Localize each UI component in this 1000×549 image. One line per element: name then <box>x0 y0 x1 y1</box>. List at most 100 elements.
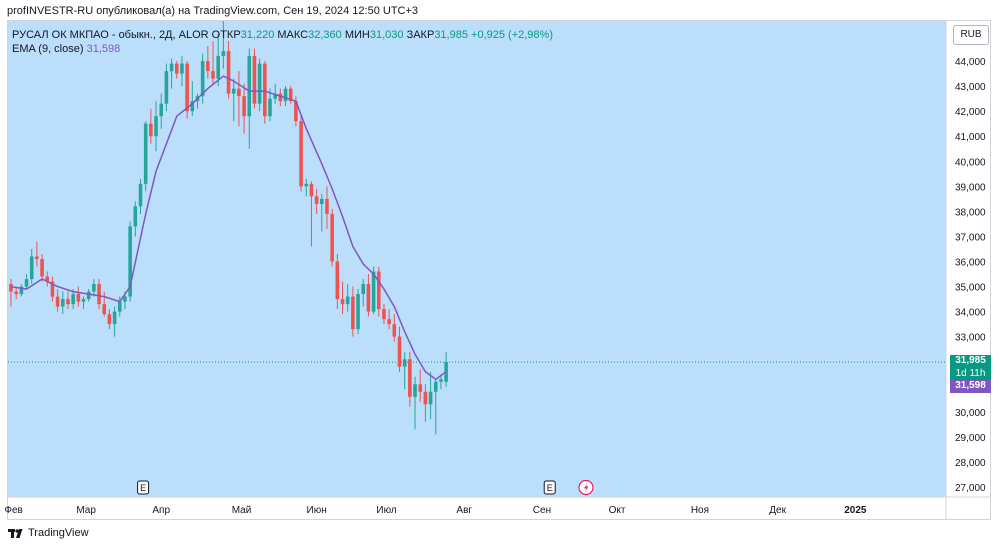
high-label: МАКС <box>277 29 309 41</box>
candle-body <box>92 284 96 292</box>
x-tick-label: Июн <box>307 505 327 516</box>
candle-body <box>76 294 81 302</box>
candle-body <box>143 123 148 184</box>
ema-price-tag: 31,598 <box>950 380 991 393</box>
candle-body <box>361 284 366 295</box>
candle-body <box>138 183 143 207</box>
y-tick-label: 40,000 <box>955 157 986 168</box>
y-tick-label: 41,000 <box>955 132 986 143</box>
candle-body <box>382 309 386 320</box>
x-tick-label: Май <box>232 505 252 516</box>
candle-body <box>154 116 158 137</box>
open-label: ОТКР <box>211 29 241 41</box>
x-tick-label: Авг <box>456 505 472 516</box>
bar-countdown: 1d 11h <box>950 368 991 380</box>
candle-body <box>185 63 189 112</box>
candle-body <box>149 123 153 137</box>
candle-body <box>174 63 179 74</box>
change-value: +0,925 (+2,98%) <box>471 29 553 41</box>
candle-body <box>252 56 257 104</box>
candle-body <box>268 98 272 117</box>
candle-body <box>206 61 210 72</box>
candle-body <box>345 296 350 305</box>
footer: TradingView <box>8 527 89 539</box>
candle-body <box>320 198 324 204</box>
candle-body <box>190 101 195 112</box>
candle-body <box>200 61 205 97</box>
candle-body <box>418 384 423 392</box>
candle-body <box>387 319 391 325</box>
candle-body <box>102 304 107 315</box>
candle-body <box>309 183 314 197</box>
y-tick-label: 44,000 <box>955 57 986 68</box>
candle-body <box>180 63 184 74</box>
candle-body <box>55 296 60 307</box>
y-tick-label: 30,000 <box>955 408 986 419</box>
candle-body <box>423 391 428 405</box>
candle-body <box>226 51 231 94</box>
x-tick-label: Ноя <box>691 505 709 516</box>
candle-body <box>376 271 381 310</box>
low-value: 31,030 <box>369 29 404 41</box>
candle-body <box>211 71 215 79</box>
candle-body <box>216 56 220 79</box>
candle-body <box>314 196 319 204</box>
lightning-icon <box>583 482 589 493</box>
y-tick-label: 36,000 <box>955 258 986 269</box>
candle-body <box>397 336 402 367</box>
candle-body <box>433 381 438 392</box>
plot-background <box>8 21 946 497</box>
candle-body <box>123 296 127 302</box>
publish-info: profINVESTR-RU опубликовал(а) на Trading… <box>7 5 419 17</box>
y-tick-label: 29,000 <box>955 433 986 444</box>
candle-body <box>107 314 112 325</box>
candle-body <box>247 56 252 117</box>
candle-body <box>356 294 360 330</box>
candle-body <box>231 88 236 94</box>
candle-body <box>351 296 355 330</box>
candle-body <box>304 183 309 187</box>
y-tick-label: 34,000 <box>955 308 986 319</box>
x-tick-label: Июл <box>376 505 396 516</box>
candle-body <box>45 276 50 282</box>
chart-frame[interactable] <box>7 20 991 520</box>
candle-body <box>117 301 122 312</box>
low-label: МИН <box>344 29 370 41</box>
candle-body <box>278 93 283 102</box>
symbol-name[interactable]: РУСАЛ ОК МКПАО - обыкн., 2Д, ALOR <box>12 29 209 41</box>
candle-body <box>86 291 91 300</box>
y-tick-label: 39,000 <box>955 182 986 193</box>
candle-body <box>439 379 443 382</box>
currency-button[interactable]: RUB <box>953 25 989 45</box>
chart-legend: РУСАЛ ОК МКПАО - обыкн., 2Д, ALOR ОТКР 31… <box>12 28 553 56</box>
ema-line <box>10 75 447 381</box>
last-price-tag: 31,985 <box>950 355 991 368</box>
footer-brand: TradingView <box>28 527 89 539</box>
candle-body <box>392 324 397 337</box>
earnings-marker-icon <box>137 480 150 495</box>
candle-body <box>325 198 329 214</box>
candle-body <box>330 213 334 262</box>
candle-body <box>9 284 13 292</box>
ema-label[interactable]: EMA (9, close) <box>12 43 84 55</box>
candle-body <box>371 271 376 312</box>
candle-body <box>366 284 371 312</box>
tradingview-logo-icon <box>8 529 23 538</box>
earnings-marker-icon <box>543 480 556 495</box>
candle-body <box>294 101 298 122</box>
candle-body <box>263 63 267 117</box>
candle-body <box>81 299 86 302</box>
candle-body <box>24 279 29 287</box>
candle-body <box>288 88 293 102</box>
x-tick-label: Дек <box>769 505 786 516</box>
candle-body <box>61 299 65 307</box>
candle-body <box>273 93 277 99</box>
y-tick-label: 35,000 <box>955 283 986 294</box>
candle-body <box>283 88 288 102</box>
candle-body <box>257 63 262 104</box>
candle-body <box>402 359 407 367</box>
candle-body <box>237 88 241 97</box>
y-tick-label: 27,000 <box>955 483 986 494</box>
candle-body <box>40 259 44 277</box>
